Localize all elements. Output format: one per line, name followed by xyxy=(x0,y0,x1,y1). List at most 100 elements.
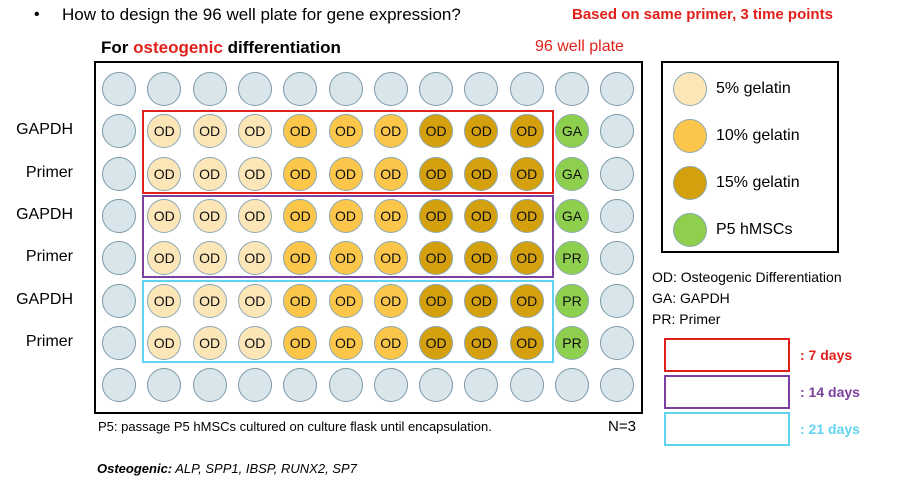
design-note: Based on same primer, 3 time points xyxy=(572,6,833,23)
well xyxy=(328,368,363,403)
well: OD xyxy=(419,283,454,318)
well: OD xyxy=(419,114,454,149)
well: OD xyxy=(192,241,227,276)
well: OD xyxy=(328,156,363,191)
well-label: OD xyxy=(153,334,175,351)
well xyxy=(102,368,136,403)
well-label: OD xyxy=(425,123,447,140)
well: OD xyxy=(328,283,363,318)
well: GA xyxy=(555,114,589,149)
legend-label: 5% gelatin xyxy=(716,80,791,97)
well-label: OD xyxy=(470,165,492,182)
well xyxy=(102,156,136,191)
well-label: OD xyxy=(199,123,221,140)
g10-swatch-icon xyxy=(673,119,707,153)
timepoint-label: : 14 days xyxy=(800,384,860,400)
well: OD xyxy=(464,114,499,149)
well: OD xyxy=(283,114,318,149)
well: OD xyxy=(464,241,499,276)
well xyxy=(600,241,635,276)
well xyxy=(600,156,635,191)
well-label: GA xyxy=(561,165,583,182)
well-label: OD xyxy=(470,334,492,351)
well: OD xyxy=(419,156,454,191)
footnote: P5: passage P5 hMSCs cultured on culture… xyxy=(98,419,492,434)
well-label: OD xyxy=(289,292,311,309)
well xyxy=(600,368,635,403)
row-label: Primer xyxy=(25,163,73,181)
well-label: OD xyxy=(425,207,447,224)
well: OD xyxy=(419,325,454,360)
well xyxy=(600,198,635,233)
well: GA xyxy=(555,198,589,233)
well: OD xyxy=(192,114,227,149)
well: OD xyxy=(237,283,272,318)
well-label: OD xyxy=(380,123,402,140)
timepoint-swatch xyxy=(664,375,790,409)
well-label: GA xyxy=(561,123,583,140)
gene-list-label: Osteogenic: xyxy=(97,461,173,476)
well-label: PR xyxy=(562,334,582,351)
gene-list: Osteogenic: ALP, SPP1, IBSP, RUNX2, SP7 xyxy=(97,461,357,476)
well: OD xyxy=(237,198,272,233)
abbreviation: OD: Osteogenic Differentiation xyxy=(652,269,842,285)
well: OD xyxy=(328,114,363,149)
well-label: OD xyxy=(153,250,175,267)
row-label: GAPDH xyxy=(16,290,73,308)
well: OD xyxy=(237,114,272,149)
well-plate xyxy=(94,61,643,414)
well xyxy=(555,368,589,403)
well-label: OD xyxy=(335,165,356,182)
well-label: OD xyxy=(244,165,266,182)
well-label: OD xyxy=(516,123,538,140)
well xyxy=(464,72,499,106)
well: OD xyxy=(147,325,182,360)
well: GA xyxy=(555,156,589,191)
well-label: OD xyxy=(380,207,402,224)
well: OD xyxy=(509,325,544,360)
legend-label: 10% gelatin xyxy=(716,127,800,144)
well: OD xyxy=(192,198,227,233)
well: PR xyxy=(555,241,589,276)
well: OD xyxy=(147,283,182,318)
well: PR xyxy=(555,325,589,360)
well: OD xyxy=(419,198,454,233)
well: OD xyxy=(373,114,408,149)
plate-title-prefix: For xyxy=(101,38,134,57)
well: OD xyxy=(373,283,408,318)
well xyxy=(102,283,136,318)
well: OD xyxy=(373,198,408,233)
row-label: GAPDH xyxy=(16,121,73,139)
well-label: OD xyxy=(289,165,311,182)
g5-swatch-icon xyxy=(673,72,707,106)
well-label: OD xyxy=(470,292,492,309)
well-label: OD xyxy=(244,207,266,224)
well-label: OD xyxy=(516,334,538,351)
well-label: OD xyxy=(153,123,175,140)
well: OD xyxy=(283,283,318,318)
well: OD xyxy=(328,325,363,360)
plate-title-suffix: differentiation xyxy=(222,38,341,57)
well: OD xyxy=(328,241,363,276)
well-label: OD xyxy=(244,123,266,140)
well-label: OD xyxy=(425,250,447,267)
well: OD xyxy=(464,198,499,233)
well: OD xyxy=(419,241,454,276)
well: OD xyxy=(509,198,544,233)
well: OD xyxy=(509,114,544,149)
well-label: OD xyxy=(199,292,221,309)
well xyxy=(419,72,454,106)
well xyxy=(192,72,227,106)
well xyxy=(600,283,635,318)
well-label: OD xyxy=(199,207,221,224)
timepoint-14-days-group xyxy=(142,194,554,279)
well: OD xyxy=(192,283,227,318)
well-label: OD xyxy=(335,334,356,351)
well: OD xyxy=(283,156,318,191)
well xyxy=(373,72,408,106)
well-label: OD xyxy=(335,250,356,267)
well-label: OD xyxy=(380,250,402,267)
legend xyxy=(661,61,839,253)
well: OD xyxy=(464,325,499,360)
well-label: OD xyxy=(380,165,402,182)
